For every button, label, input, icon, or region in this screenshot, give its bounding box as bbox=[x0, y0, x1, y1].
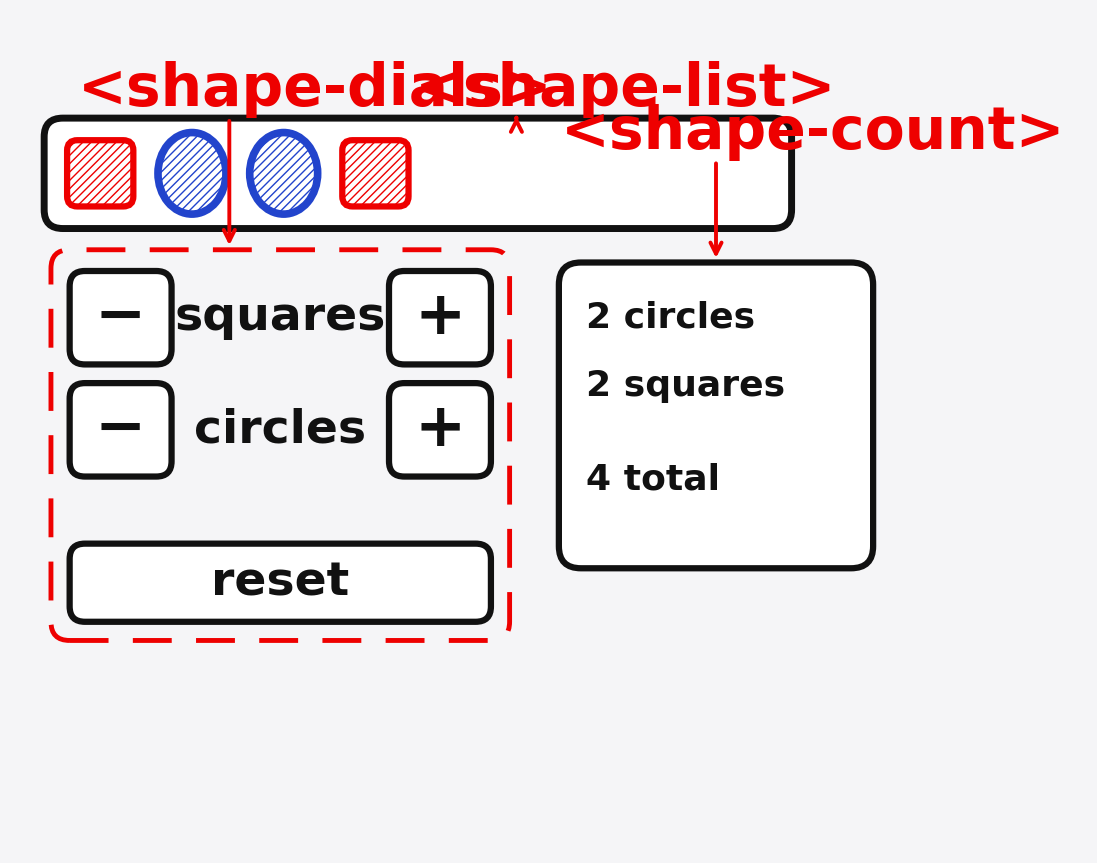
Ellipse shape bbox=[158, 133, 226, 214]
Text: 2 circles: 2 circles bbox=[586, 300, 755, 335]
FancyBboxPatch shape bbox=[342, 140, 408, 206]
FancyBboxPatch shape bbox=[342, 140, 408, 206]
Text: −: − bbox=[95, 288, 146, 347]
FancyBboxPatch shape bbox=[389, 383, 491, 476]
Text: 4 total: 4 total bbox=[586, 462, 720, 496]
Ellipse shape bbox=[250, 133, 318, 214]
FancyBboxPatch shape bbox=[69, 271, 171, 364]
Text: squares: squares bbox=[174, 295, 386, 340]
Text: reset: reset bbox=[211, 560, 350, 605]
Text: <shape-count>: <shape-count> bbox=[561, 104, 1065, 161]
Text: −: − bbox=[95, 400, 146, 459]
Text: +: + bbox=[415, 400, 465, 459]
FancyBboxPatch shape bbox=[44, 118, 792, 229]
FancyBboxPatch shape bbox=[389, 271, 491, 364]
Ellipse shape bbox=[250, 133, 318, 214]
Text: circles: circles bbox=[194, 407, 366, 452]
FancyBboxPatch shape bbox=[69, 383, 171, 476]
Text: 2 squares: 2 squares bbox=[586, 369, 785, 403]
FancyBboxPatch shape bbox=[67, 140, 134, 206]
Text: <shape-dials>: <shape-dials> bbox=[78, 61, 553, 118]
Text: <shape-list>: <shape-list> bbox=[415, 61, 836, 118]
Ellipse shape bbox=[158, 133, 226, 214]
FancyBboxPatch shape bbox=[558, 262, 873, 568]
FancyBboxPatch shape bbox=[67, 140, 134, 206]
FancyBboxPatch shape bbox=[69, 544, 491, 621]
Text: +: + bbox=[415, 288, 465, 347]
